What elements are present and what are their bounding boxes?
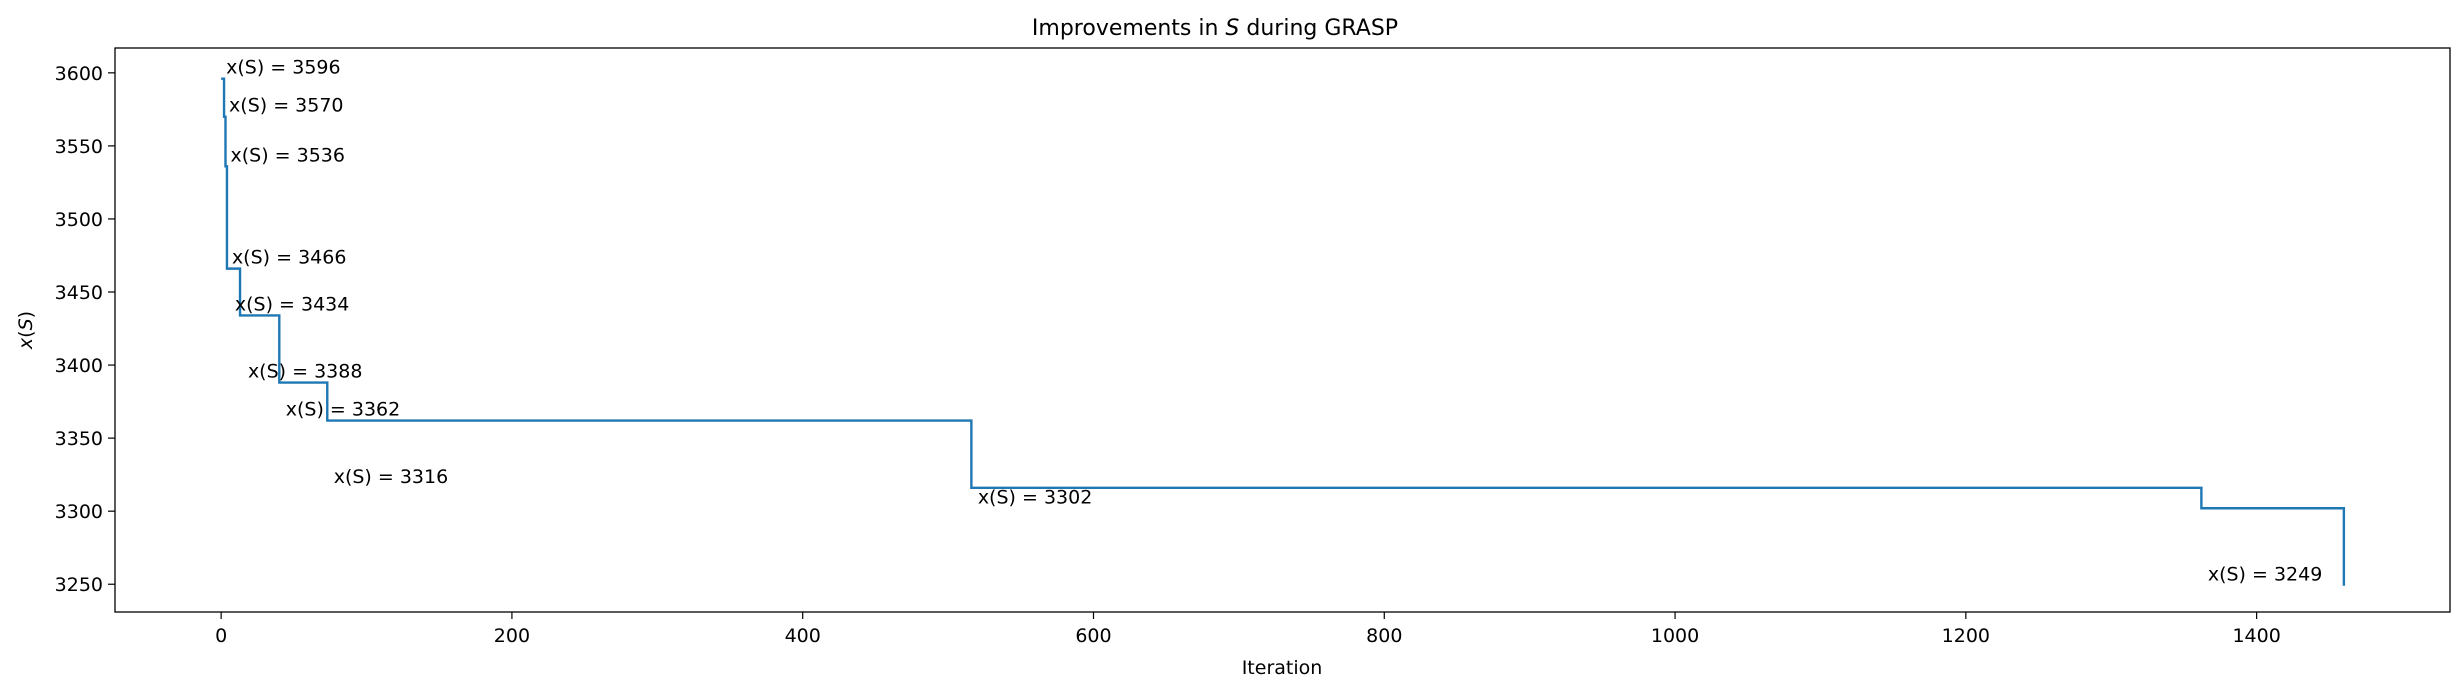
y-tick-label: 3350 <box>55 428 103 450</box>
annotation-label: x(S) = 3536 <box>230 144 344 166</box>
x-tick-label: 1000 <box>1651 625 1699 647</box>
x-tick-label: 1400 <box>2232 625 2280 647</box>
annotation-label: x(S) = 3249 <box>2208 564 2322 586</box>
x-axis-title: Iteration <box>1242 657 1323 679</box>
y-tick-label: 3400 <box>55 355 103 377</box>
x-tick-label: 1200 <box>1942 625 1990 647</box>
y-tick-label: 3550 <box>55 136 103 158</box>
plot-frame <box>114 47 2451 613</box>
y-tick-label: 3500 <box>55 209 103 231</box>
x-tick-label: 600 <box>1075 625 1111 647</box>
annotation-label: x(S) = 3466 <box>232 247 346 269</box>
annotation-label: x(S) = 3316 <box>334 466 448 488</box>
annotations-group: x(S) = 3596 x(S) = 3570 x(S) = 3536 x(S) = … <box>226 57 2322 586</box>
annotation-label: x(S) = 3362 <box>286 399 400 421</box>
chart-title: Improvements in S during GRASP <box>1032 16 1398 41</box>
y-tick-label: 3300 <box>55 501 103 523</box>
y-axis-ticks: 3250 3300 3350 3400 3450 3500 3550 3600 <box>55 63 115 596</box>
annotation-label: x(S) = 3570 <box>229 95 343 117</box>
y-tick-label: 3250 <box>55 574 103 596</box>
y-tick-label: 3600 <box>55 63 103 85</box>
x-tick-label: 400 <box>785 625 821 647</box>
y-axis-title: x(S) <box>15 311 37 350</box>
series-line <box>221 77 2346 586</box>
x-tick-label: 0 <box>215 625 227 647</box>
x-tick-label: 800 <box>1366 625 1402 647</box>
x-axis-ticks: 0 200 400 600 800 1000 1200 1400 <box>215 612 2281 647</box>
annotation-label: x(S) = 3596 <box>226 57 340 79</box>
plot-area: 0 200 400 600 800 1000 1200 1400 3250 3300 3350 34… <box>55 47 2451 647</box>
series-group <box>221 77 2346 586</box>
annotation-label: x(S) = 3388 <box>248 361 362 383</box>
x-tick-label: 200 <box>494 625 530 647</box>
y-tick-label: 3450 <box>55 282 103 304</box>
annotation-label: x(S) = 3302 <box>978 486 1092 508</box>
annotation-label: x(S) = 3434 <box>235 293 349 315</box>
